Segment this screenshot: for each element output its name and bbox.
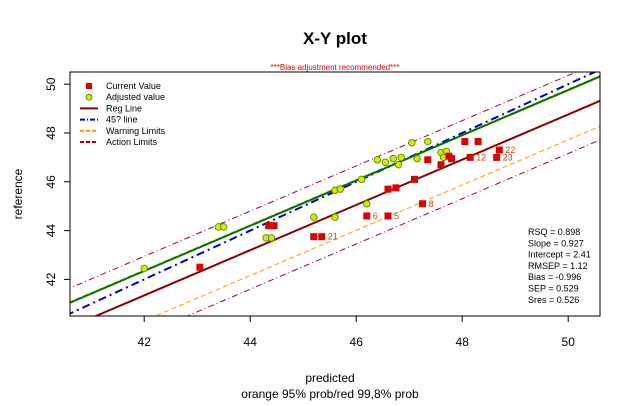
adjusted-value-point — [310, 213, 318, 221]
stat-line: SEP = 0.529 — [528, 284, 579, 294]
adjusted-value-point — [219, 223, 228, 231]
adjusted-value-point — [394, 161, 403, 169]
stat-line: Intercept = 2.41 — [528, 250, 591, 260]
x-axis-label-secondary: orange 95% prob/red 99,8% prob — [241, 387, 419, 401]
current-value-point — [466, 153, 474, 161]
legend-label: Warning Limits — [106, 126, 166, 136]
adjusted-value-point — [357, 175, 366, 184]
stat-line: RMSEP = 1.12 — [528, 261, 588, 271]
action-limit-line-1 — [186, 139, 600, 316]
adjusted-value-point — [424, 137, 432, 146]
y-tick-label: 42 — [44, 272, 58, 286]
point-label: 5 — [394, 211, 399, 221]
current-value-point — [474, 138, 482, 146]
y-tick-label: 46 — [44, 175, 58, 189]
point-label: 23 — [503, 152, 513, 162]
legend-symbol — [86, 83, 92, 89]
adjusted-value-point — [389, 154, 397, 163]
current-value-point — [392, 184, 400, 192]
current-value-point — [493, 153, 501, 161]
adjusted-value-point — [267, 234, 276, 242]
y-tick-label: 50 — [44, 77, 58, 91]
adjusted-value-point — [413, 154, 421, 163]
x-tick-label: 48 — [456, 335, 470, 349]
x-tick-label: 50 — [562, 335, 576, 349]
x-axis: 42 44 46 48 50 — [138, 316, 576, 349]
y-axis: 42 44 46 48 50 — [44, 77, 70, 286]
stat-line: Slope = 0.927 — [528, 238, 584, 248]
adjusted-value-point — [397, 153, 405, 162]
adjusted-value-point — [363, 200, 371, 208]
current-value-point — [424, 156, 432, 164]
point-label: 8 — [428, 199, 433, 209]
stat-line: RSQ = 0.898 — [528, 227, 580, 237]
chart-title: X-Y plot — [303, 29, 367, 48]
adjusted-value-point — [331, 213, 339, 221]
adjusted-value-point — [381, 158, 390, 166]
chart-subtitle: ***Bias adjustment recommended*** — [271, 63, 400, 72]
current-value-point — [310, 233, 318, 241]
adjusted-value-point — [408, 139, 416, 147]
plot-frame — [69, 71, 601, 317]
x-tick-label: 46 — [350, 335, 364, 349]
stat-line: Bias = -0.996 — [528, 272, 581, 282]
current-value-point — [363, 212, 371, 220]
point-label: 22 — [505, 145, 515, 155]
current-value-point — [318, 233, 326, 241]
legend-label: Reg Line — [106, 103, 142, 113]
legend-label: 45? line — [106, 115, 138, 125]
x-tick-label: 42 — [138, 335, 152, 349]
adjusted-value-point — [336, 185, 344, 193]
current-value-point — [265, 222, 273, 230]
current-value-point — [461, 138, 469, 146]
y-axis-label: reference — [11, 168, 25, 219]
legend-label: Current Value — [106, 81, 161, 91]
current-value-point — [495, 146, 503, 154]
x-axis-label: predicted — [305, 371, 354, 385]
current-value-point — [384, 185, 392, 193]
current-value-point — [448, 155, 456, 163]
point-label: 12 — [476, 152, 486, 162]
y-tick-label: 48 — [44, 126, 58, 140]
current-value-point — [411, 175, 418, 183]
current-value-point — [384, 212, 392, 220]
stat-line: Sres = 0.526 — [528, 295, 579, 305]
action-limit-line-2 — [70, 72, 578, 289]
current-value-point — [418, 200, 426, 208]
y-tick-label: 44 — [44, 224, 58, 238]
legend-label: Adjusted value — [106, 92, 165, 102]
point-label: 21 — [328, 232, 338, 242]
adjusted-value-point — [373, 156, 382, 164]
point-label: 6 — [373, 211, 378, 221]
line-45 — [70, 72, 598, 315]
x-tick-label: 44 — [244, 335, 258, 349]
legend-symbol — [85, 93, 93, 101]
current-value-point — [196, 263, 204, 271]
current-value-point — [270, 222, 278, 230]
warning-limit-line-1 — [154, 125, 600, 316]
adjusted-value-point — [140, 264, 148, 273]
legend-label: Action Limits — [106, 137, 158, 147]
current-value-point — [437, 161, 445, 169]
